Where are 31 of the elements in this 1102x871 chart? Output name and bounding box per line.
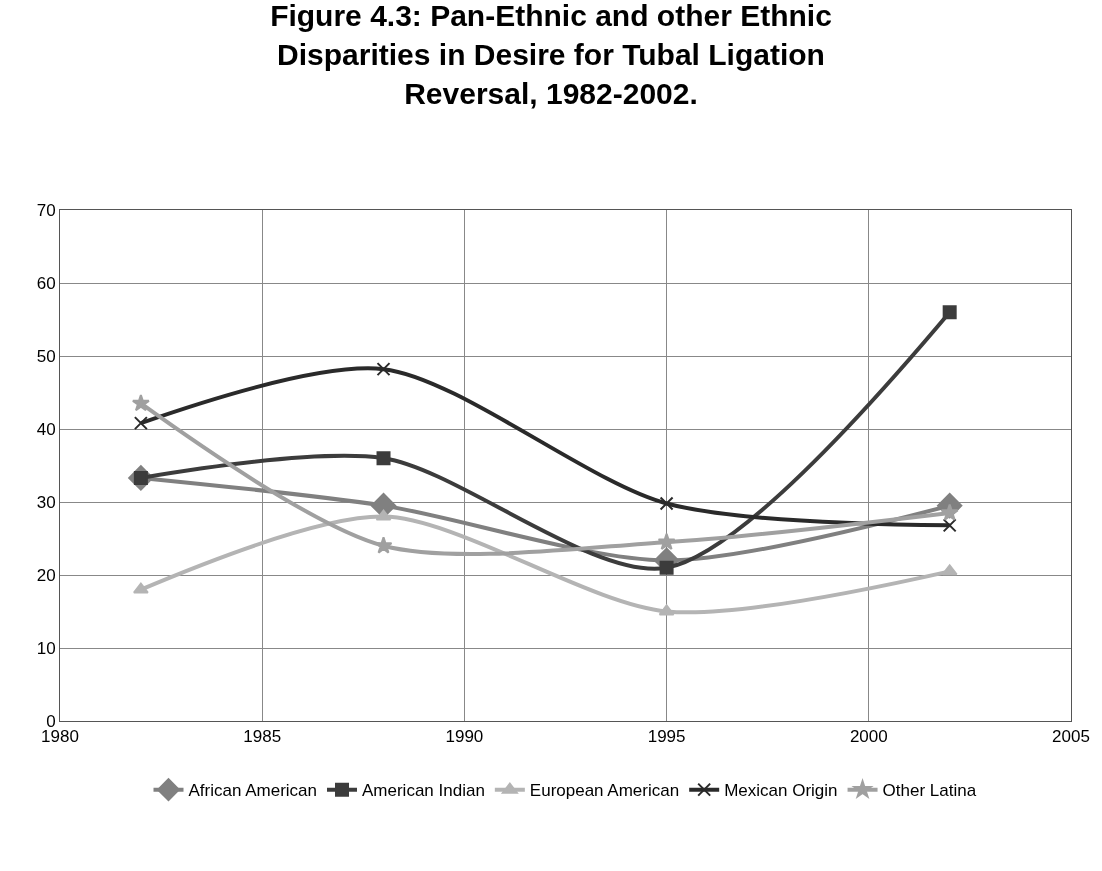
point <box>659 560 674 575</box>
legend-label: African American <box>188 781 317 801</box>
y-tick-label: 60 <box>36 273 56 293</box>
y-tick-label: 70 <box>36 200 56 220</box>
point <box>941 564 958 576</box>
y-tick-label: 30 <box>36 492 56 512</box>
y-tick-label: 50 <box>36 346 56 366</box>
point <box>376 362 391 377</box>
point <box>376 451 391 466</box>
x-tick-label: 2005 <box>1052 727 1090 747</box>
point <box>659 496 674 511</box>
point <box>375 509 392 521</box>
y-tick-label: 40 <box>36 419 56 439</box>
chart-title: Figure 4.3: Pan-Ethnic and other Ethnic Disparities in Desire for Tubal Ligation Reversal, 1982-2002. <box>270 0 832 111</box>
point <box>657 532 676 550</box>
point <box>942 305 957 320</box>
point <box>658 604 675 616</box>
x-tick-label: 1995 <box>647 727 686 747</box>
point <box>942 518 957 533</box>
point <box>132 582 149 594</box>
x-tick-label: 1990 <box>445 727 484 747</box>
legend-label: American Indian <box>362 781 485 801</box>
x-tick-label: 2000 <box>849 727 888 747</box>
legend-label: European American <box>529 781 680 801</box>
y-tick-label: 20 <box>36 565 56 585</box>
y-tick-label: 10 <box>36 638 56 658</box>
point <box>133 416 148 431</box>
x-tick-label: 1985 <box>243 727 282 747</box>
legend-label: Mexican Origin <box>724 781 838 801</box>
point <box>131 394 150 412</box>
legend-label: Other Latina <box>882 781 977 801</box>
